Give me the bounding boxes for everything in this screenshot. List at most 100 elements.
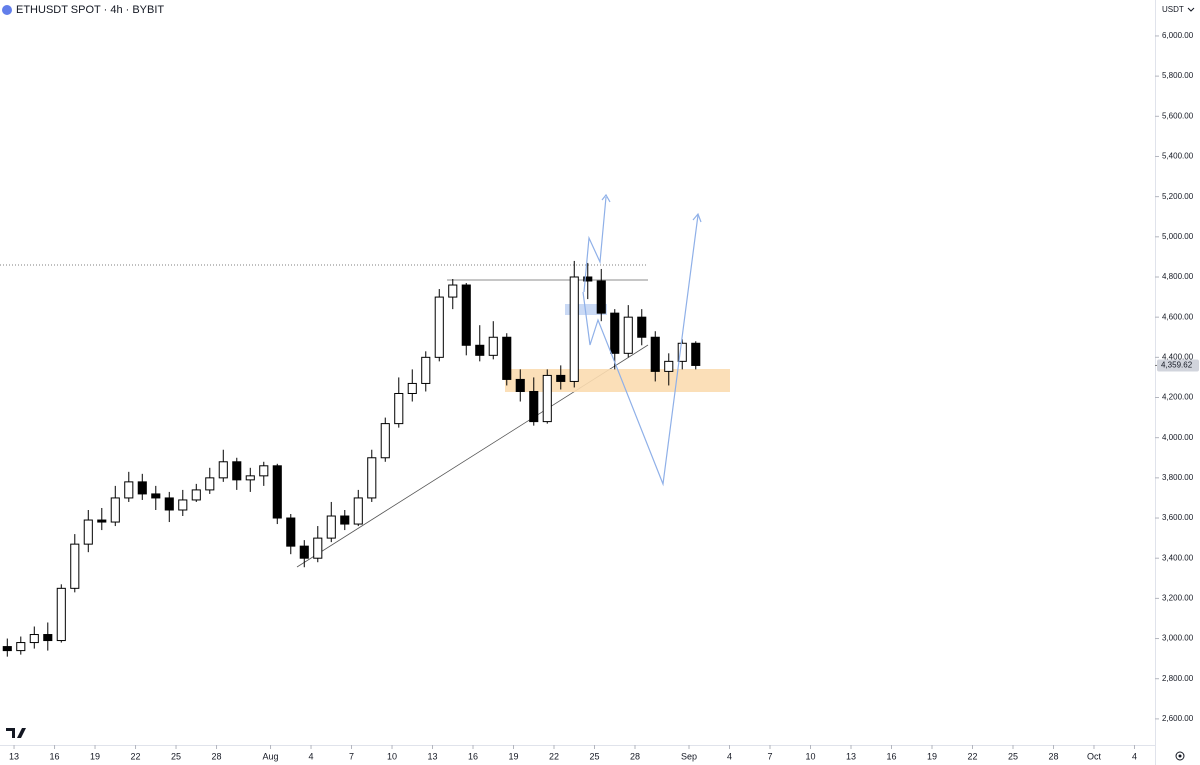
candle-body (394, 392, 404, 425)
y-tick-label: 4,600.00 (1162, 312, 1194, 321)
x-tick-label: 22 (131, 751, 141, 761)
settings-icon-center (1178, 754, 1182, 758)
candle-body (218, 461, 228, 479)
candle-body (83, 519, 93, 545)
x-tick-label: 4 (309, 751, 314, 761)
y-tick-label: 3,800.00 (1162, 473, 1194, 482)
candle-body (286, 517, 296, 547)
candles (2, 260, 701, 657)
candle-body (380, 423, 390, 459)
x-tick-label: Sep (681, 751, 697, 761)
x-tick-label: 13 (428, 751, 438, 761)
arrow-head (601, 193, 611, 203)
candle-body (664, 360, 674, 372)
y-tick-label: 4,000.00 (1162, 433, 1194, 442)
candle-body (596, 280, 606, 314)
candle-body (43, 634, 53, 642)
x-tick-label: 13 (9, 751, 19, 761)
candle-body (110, 497, 120, 523)
candle-body (623, 316, 633, 354)
y-tick-label: 2,600.00 (1162, 714, 1194, 723)
y-tick-label: 5,200.00 (1162, 192, 1194, 201)
y-tick-label: 2,800.00 (1162, 674, 1194, 683)
candle-body (637, 316, 647, 338)
candle-body (313, 537, 323, 559)
x-tick-label: 13 (846, 751, 856, 761)
arrow-head (692, 212, 702, 223)
candle-body (691, 342, 701, 366)
last-price-label: 4,359.62 (1161, 361, 1193, 370)
candle-body (434, 296, 444, 358)
candle-body (272, 465, 282, 519)
y-tick-label: 4,800.00 (1162, 272, 1194, 281)
tv-logo (6, 728, 26, 738)
x-tick-label: 7 (349, 751, 354, 761)
candle-body (205, 477, 215, 491)
candle-body (326, 515, 336, 539)
x-tick-label: 10 (805, 751, 815, 761)
candle-body (2, 646, 12, 652)
candle-body (245, 475, 255, 481)
candle-body (502, 336, 512, 380)
candle-body (583, 276, 593, 282)
candle-body (556, 374, 566, 382)
x-tick-label: 16 (468, 751, 478, 761)
x-tick-label: 25 (590, 751, 600, 761)
x-tick-label: 19 (90, 751, 100, 761)
x-tick-label: 28 (630, 751, 640, 761)
y-tick-label: 4,400.00 (1162, 352, 1194, 361)
symbol-icon (2, 5, 12, 15)
candle-body (461, 284, 471, 346)
y-tick-label: 4,200.00 (1162, 393, 1194, 402)
candle-body (151, 493, 161, 499)
x-tick-label: 19 (927, 751, 937, 761)
candle-body (488, 336, 498, 356)
x-tick-label: 16 (50, 751, 60, 761)
x-tick-label: 7 (767, 751, 772, 761)
y-tick-label: 5,800.00 (1162, 71, 1194, 80)
candle-body (529, 390, 539, 423)
candle-body (421, 356, 431, 384)
x-tick-label: 22 (967, 751, 977, 761)
candle-body (191, 489, 201, 501)
x-tick-label: Oct (1087, 751, 1102, 761)
x-tick-label: 4 (727, 751, 732, 761)
candle-body (232, 461, 242, 481)
x-tick-label: 28 (212, 751, 222, 761)
candle-body (367, 457, 377, 499)
candle-body (475, 344, 485, 356)
x-tick-label: Aug (263, 751, 279, 761)
candle-body (178, 499, 188, 511)
currency-box[interactable] (1157, 2, 1197, 18)
y-tick-label: 5,600.00 (1162, 111, 1194, 120)
dropdown-icon[interactable] (1187, 7, 1195, 12)
candle-body (70, 543, 80, 589)
y-tick-label: 5,000.00 (1162, 232, 1194, 241)
candle-body (407, 382, 417, 394)
candle-body (137, 481, 147, 495)
y-tick-label: 3,200.00 (1162, 593, 1194, 602)
candle-body (448, 284, 458, 298)
x-tick-label: 25 (1008, 751, 1018, 761)
x-tick-label: 10 (387, 751, 397, 761)
x-tick-label: 19 (509, 751, 519, 761)
candle-body (97, 519, 107, 523)
candle-body (259, 465, 269, 477)
projection-path (582, 214, 699, 487)
candle-body (299, 545, 309, 559)
settings-icon[interactable] (1175, 751, 1185, 761)
last-price-box (1157, 359, 1199, 372)
candle-body (569, 276, 579, 382)
x-tick-label: 16 (886, 751, 896, 761)
candle-body (340, 515, 350, 525)
candle-body (164, 497, 174, 511)
currency: USDT (1162, 5, 1184, 14)
candle-body (124, 481, 134, 499)
y-tick-label: 3,000.00 (1162, 634, 1194, 643)
candle-body (515, 378, 525, 392)
chart-title: ETHUSDT SPOT · 4h · BYBIT (16, 4, 164, 16)
projection-path (583, 196, 607, 293)
candle-body (56, 587, 66, 642)
candle-body (16, 642, 26, 652)
